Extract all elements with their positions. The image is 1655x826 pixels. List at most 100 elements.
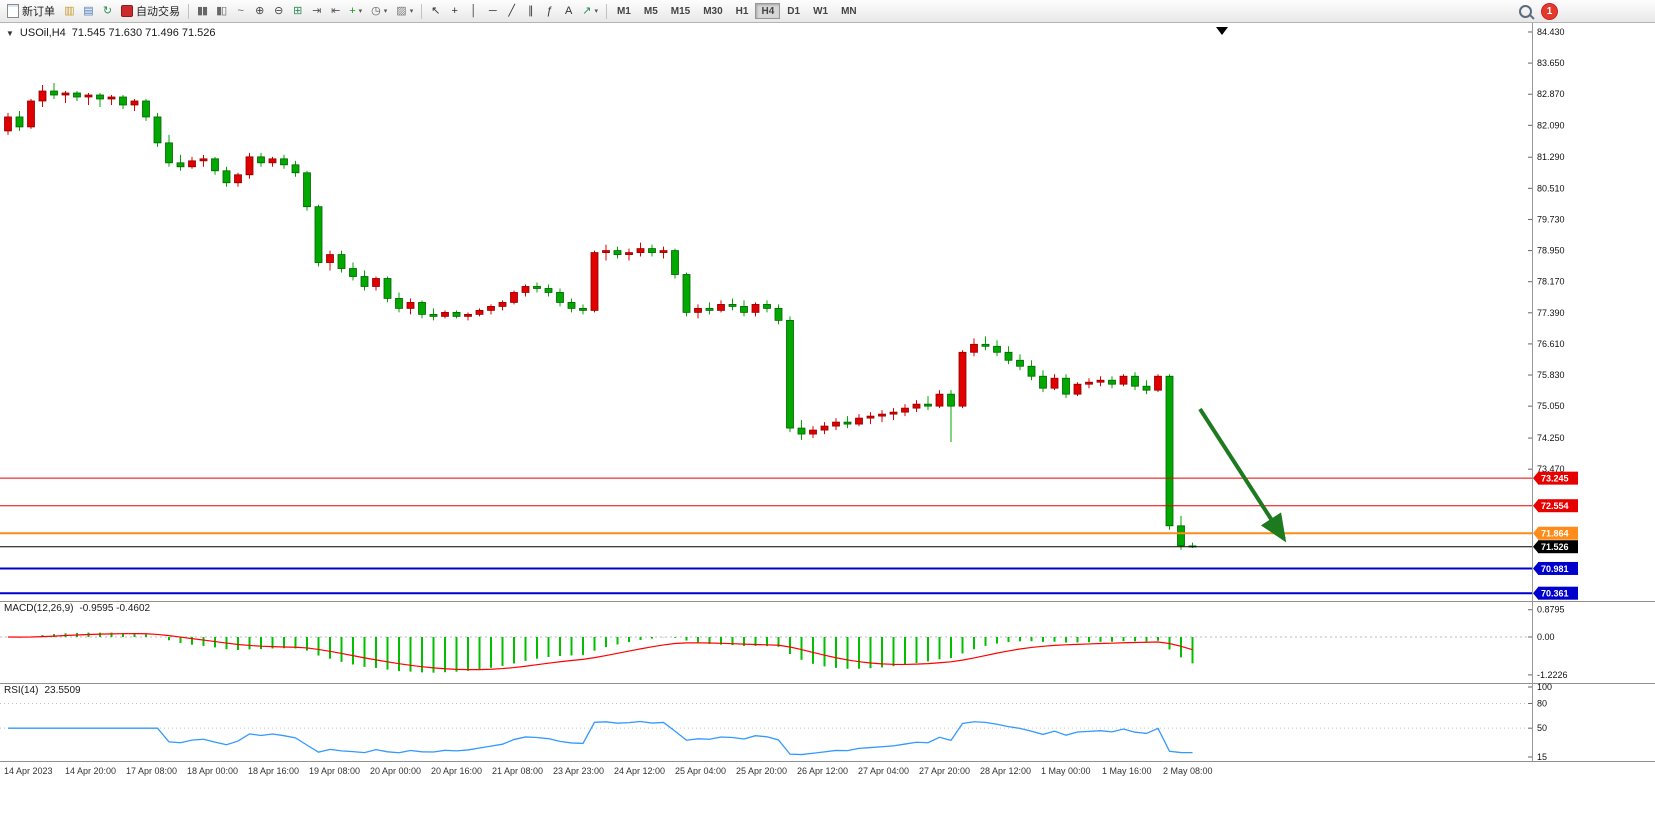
crosshair-button[interactable]: +: [445, 2, 463, 20]
fibonacci-button[interactable]: ƒ: [540, 2, 558, 20]
candle: [1062, 374, 1070, 399]
toolbar-right-group: 1: [1519, 3, 1557, 19]
zoom-in-button[interactable]: ⊕: [250, 2, 268, 20]
new-chart-icon[interactable]: ▥: [60, 2, 78, 20]
chart-toolbar-group: ▮▮ ▮▯ ~ ⊕ ⊖ ⊞ ⇥ ⇤ + ▾ ◷ ▾ ▨ ▾: [193, 2, 417, 20]
refresh-icon[interactable]: ↻: [98, 2, 116, 20]
y-axis-label: 82.090: [1537, 120, 1565, 130]
candle: [234, 172, 242, 187]
templates-button[interactable]: ▨ ▾: [392, 2, 417, 20]
candle: [96, 93, 104, 107]
candle: [245, 152, 254, 179]
candle: [636, 242, 645, 257]
timeframe-button-m1[interactable]: M1: [611, 3, 637, 19]
time-axis-label: 17 Apr 08:00: [126, 766, 178, 776]
autotrading-button[interactable]: 自动交易: [117, 2, 184, 20]
dropdown-caret-icon: ▾: [594, 8, 598, 15]
candle: [625, 248, 633, 261]
time-axis[interactable]: 14 Apr 2023 14 Apr 20:00 17 Apr 08:00 18 Ap…: [0, 761, 1655, 782]
rsi-panel[interactable]: 100 80 50 15 RSI(14) 23.5509: [0, 683, 1655, 761]
cursor-button[interactable]: ↖: [426, 2, 444, 20]
rsi-chart[interactable]: 100 80 50 15: [0, 683, 1655, 761]
candle: [590, 250, 599, 313]
search-icon[interactable]: [1519, 4, 1532, 18]
timeframe-button-m15[interactable]: M15: [665, 3, 696, 19]
candle: [130, 98, 139, 111]
collapse-ohlc-icon[interactable]: ▼: [6, 28, 14, 38]
price-chart[interactable]: 84.430 83.650 82.870 82.090 81.290 80.510 79.7…: [0, 23, 1655, 601]
toolbar-separator: [421, 3, 423, 19]
price-badge: 73.245: [1533, 471, 1578, 485]
indicators-button[interactable]: + ▾: [345, 2, 366, 20]
periods-button[interactable]: ◷ ▾: [367, 2, 391, 20]
svg-text:73.245: 73.245: [1541, 474, 1569, 484]
timeframe-button-h1[interactable]: H1: [730, 3, 755, 19]
candle: [349, 262, 357, 281]
arrows-icon: ↗: [582, 4, 591, 17]
price-badge: 71.526: [1533, 540, 1578, 554]
trend-arrow[interactable]: [1198, 407, 1287, 543]
timeframe-button-m5[interactable]: M5: [638, 3, 664, 19]
candle: [901, 404, 909, 417]
notification-badge[interactable]: 1: [1542, 3, 1557, 19]
auto-scroll-button[interactable]: ⇥: [307, 2, 325, 20]
candle: [15, 110, 24, 131]
candle: [84, 93, 93, 105]
candle: [728, 298, 737, 311]
y-axis-label: 83.650: [1537, 58, 1565, 68]
candle: [889, 408, 898, 421]
candle: [291, 160, 300, 177]
candle: [1004, 346, 1013, 365]
indicators-icon: +: [349, 4, 356, 17]
profiles-icon[interactable]: ▤: [79, 2, 97, 20]
candlestick-chart-button[interactable]: ▮▯: [212, 2, 230, 20]
timeframe-button-w1[interactable]: W1: [807, 3, 834, 19]
timeframe-button-m30[interactable]: M30: [697, 3, 728, 19]
line-chart-button[interactable]: ~: [231, 2, 249, 20]
candle: [1027, 360, 1036, 381]
zoom-out-icon: ⊖: [274, 4, 283, 17]
candle: [774, 304, 783, 325]
chart-shift-button[interactable]: ⇤: [326, 2, 344, 20]
new-order-button[interactable]: 新订单: [3, 2, 59, 20]
macd-panel[interactable]: 0.8795 0.00 -1.2226 MACD(12,26,9) -0.9595 …: [0, 601, 1655, 683]
candle: [717, 300, 725, 313]
text-icon: A: [565, 4, 572, 17]
candle: [533, 282, 541, 293]
zoom-out-button[interactable]: ⊖: [269, 2, 287, 20]
arrows-button[interactable]: ↗ ▾: [578, 2, 602, 20]
price-chart-panel[interactable]: 84.430 83.650 82.870 82.090 81.290 80.510 79.7…: [0, 23, 1655, 601]
refresh-icon-icon: ↻: [102, 4, 112, 17]
bars-chart-button[interactable]: ▮▮: [193, 2, 211, 20]
text-button[interactable]: A: [559, 2, 577, 20]
candle: [4, 112, 12, 135]
standard-toolbar-group: ▥ ▤ ↻: [60, 2, 116, 20]
candle: [383, 276, 392, 303]
templates-icon: ▨: [396, 4, 406, 17]
candle: [602, 244, 610, 261]
candle: [1108, 376, 1116, 389]
candle: [1131, 372, 1139, 391]
macd-chart[interactable]: 0.8795 0.00 -1.2226: [0, 601, 1655, 683]
horizontal-line-button[interactable]: ─: [483, 2, 501, 20]
chart-shift-marker[interactable]: [1216, 27, 1228, 35]
autotrading-icon: [121, 5, 133, 17]
tile-windows-button[interactable]: ⊞: [288, 2, 306, 20]
candle: [866, 412, 875, 425]
timeframe-button-d1[interactable]: D1: [781, 3, 806, 19]
vertical-line-button[interactable]: │: [464, 2, 482, 20]
bottom-filler: [0, 782, 1655, 826]
price-badge: 70.361: [1533, 586, 1578, 600]
timeframe-button-h4[interactable]: H4: [755, 3, 781, 19]
new-order-icon: [7, 4, 19, 18]
time-axis-label: 18 Apr 00:00: [187, 766, 239, 776]
trendline-button[interactable]: ╱: [502, 2, 520, 20]
candle: [498, 300, 507, 311]
candle: [648, 244, 656, 257]
timeframe-button-mn[interactable]: MN: [835, 3, 863, 19]
channel-button[interactable]: ∥: [521, 2, 539, 20]
candle: [855, 414, 863, 427]
time-axis-label: 1 May 16:00: [1102, 766, 1152, 776]
candle: [372, 276, 380, 291]
time-axis-label: 20 Apr 00:00: [370, 766, 422, 776]
